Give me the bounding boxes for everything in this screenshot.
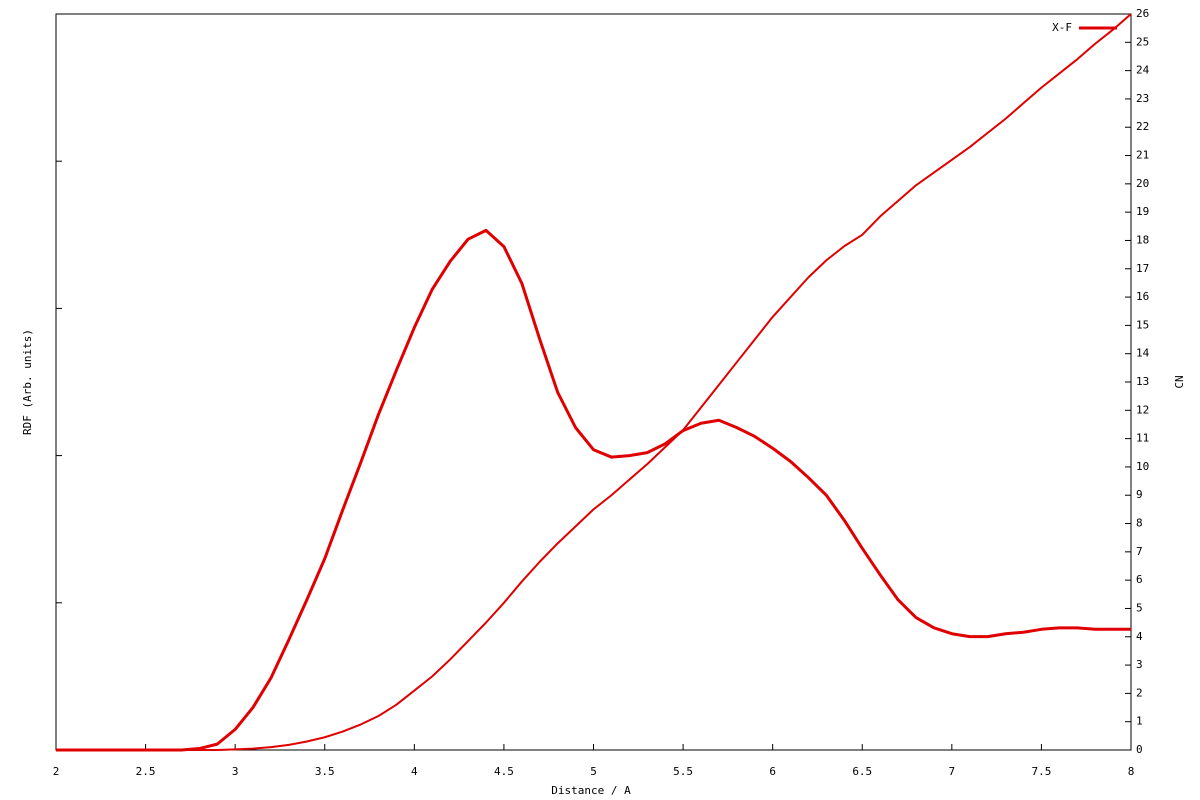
x-tick-label: 4.5 [494, 765, 514, 778]
x-tick-label: 3.5 [315, 765, 335, 778]
y2-tick-label: 15 [1136, 318, 1149, 331]
x-tick-label: 6 [769, 765, 776, 778]
y2-tick-label: 21 [1136, 149, 1149, 162]
y2-tick-label: 26 [1136, 7, 1149, 20]
y2-tick-label: 7 [1136, 545, 1143, 558]
y2-tick-label: 5 [1136, 601, 1143, 614]
series-line [56, 228, 1131, 752]
legend-label: X-F [1052, 21, 1072, 34]
x-tick-label: 5 [590, 765, 597, 778]
y2-tick-label: 20 [1136, 177, 1149, 190]
y2-tick-label: 17 [1136, 262, 1149, 275]
x-tick-label: 3 [232, 765, 239, 778]
y2-tick-label: 24 [1136, 64, 1150, 77]
series-line [56, 13, 1132, 751]
y2-tick-label: 13 [1136, 375, 1149, 388]
y2-tick-label: 19 [1136, 205, 1149, 218]
x-tick-label: 6.5 [852, 765, 872, 778]
y2-axis-label: CN [1173, 375, 1186, 388]
y2-tick-label: 4 [1136, 630, 1143, 643]
x-tick-label: 5.5 [673, 765, 693, 778]
y2-tick-label: 0 [1136, 743, 1143, 756]
x-tick-label: 2 [53, 765, 60, 778]
y-axis-label: RDF (Arb. units) [21, 329, 34, 435]
y2-tick-label: 8 [1136, 517, 1143, 530]
x-tick-label: 4 [411, 765, 418, 778]
y2-tick-label: 16 [1136, 290, 1149, 303]
y2-tick-label: 18 [1136, 233, 1149, 246]
y2-tick-label: 2 [1136, 686, 1143, 699]
x-tick-label: 7.5 [1031, 765, 1051, 778]
y2-tick-label: 1 [1136, 715, 1143, 728]
x-axis-label: Distance / A [551, 784, 631, 797]
y2-tick-label: 10 [1136, 460, 1149, 473]
y2-tick-label: 14 [1136, 347, 1150, 360]
y2-tick-label: 23 [1136, 92, 1149, 105]
x-tick-label: 8 [1128, 765, 1135, 778]
y2-tick-label: 11 [1136, 432, 1149, 445]
y2-tick-label: 22 [1136, 120, 1149, 133]
x-tick-label: 2.5 [136, 765, 156, 778]
y2-tick-label: 9 [1136, 488, 1143, 501]
y2-tick-label: 3 [1136, 658, 1143, 671]
y2-tick-label: 6 [1136, 573, 1143, 586]
y2-tick-label: 25 [1136, 35, 1149, 48]
x-tick-label: 7 [949, 765, 956, 778]
y2-tick-label: 12 [1136, 403, 1149, 416]
plot-frame [55, 13, 1132, 751]
